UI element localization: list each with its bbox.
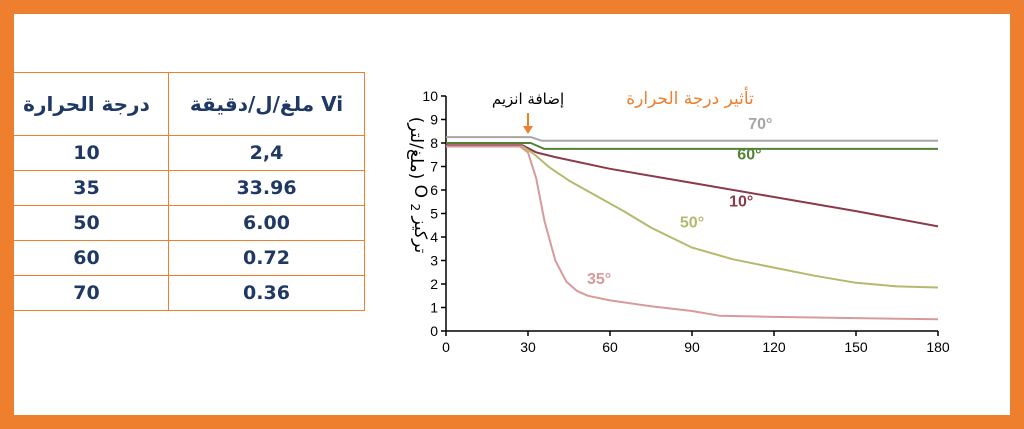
table-row: 35 33.96: [4, 170, 365, 206]
x-tick-label: 0: [442, 339, 450, 355]
cell-temperature: 70: [4, 275, 169, 311]
y-tick-label: 8: [430, 135, 438, 151]
x-tick-label: 150: [844, 339, 868, 355]
cell-rate: 6.00: [168, 205, 365, 241]
x-tick-label: 90: [684, 339, 700, 355]
series-label: 35°: [587, 271, 611, 288]
y-axis-label: تركيز O 2 (ملغ/لتر): [406, 117, 430, 254]
table-row: 50 6.00: [4, 205, 365, 241]
x-tick-label: 60: [602, 339, 618, 355]
series-line-10: [446, 144, 939, 228]
enzyme-annotation: إضافة انزيم: [492, 90, 564, 108]
cell-rate: 33.96: [168, 170, 365, 206]
chart-axes: 0 1 2 3 4 5 6 7 8 9 10 0 30 60 90 120 150 180: [422, 88, 949, 355]
y-tick-label: 9: [430, 112, 438, 128]
series-label: 10°: [729, 193, 753, 210]
y-tick-label: 3: [430, 253, 438, 269]
chart-labels: 70° 60° 10° 50° 35° إضافة انزيم: [492, 90, 773, 288]
y-tick-label: 2: [430, 276, 438, 292]
rate-table: درجة الحرارة Vi ملغ/ل/دقيقة 10 2,4 35 33…: [4, 72, 365, 311]
y-tick-label: 6: [430, 182, 438, 198]
chart-title: تأثير درجة الحرارة: [626, 86, 754, 109]
annotation-arrow-head: [523, 126, 533, 134]
y-tick-label: 4: [430, 229, 438, 245]
y-axis-label-subscript: 2: [408, 203, 422, 211]
y-tick-label: 0: [430, 323, 438, 339]
cell-rate: 0.36: [168, 275, 365, 311]
y-axis-label-prefix: تركيز: [410, 216, 430, 254]
y-axis-label-species: O: [410, 185, 430, 198]
header-temperature: درجة الحرارة: [4, 72, 169, 136]
svg-text:تركيز O 2: تركيز O 2 (ملغ/لتر): [406, 117, 430, 254]
series-line-50: [446, 145, 939, 289]
y-tick-label: 7: [430, 159, 438, 175]
series-label: 70°: [748, 116, 772, 133]
series-label: 60°: [737, 146, 761, 163]
y-axis-label-unit: (ملغ/لتر): [406, 117, 426, 179]
series-line-60: [446, 142, 938, 150]
cell-rate: 0.72: [168, 240, 365, 276]
table-row: 70 0.36: [4, 275, 365, 311]
y-tick-label: 1: [430, 300, 438, 316]
chart-lines: [446, 136, 939, 321]
y-tick-label: 10: [422, 88, 438, 104]
x-tick-label: 120: [762, 339, 786, 355]
y-tick-label: 5: [430, 206, 438, 222]
cell-temperature: 50: [4, 205, 169, 241]
series-label: 50°: [680, 215, 704, 232]
series-line-35: [446, 145, 939, 321]
series-line-70: [446, 136, 938, 142]
x-tick-label: 180: [926, 339, 950, 355]
x-tick-label: 30: [520, 339, 536, 355]
table-row: 60 0.72: [4, 240, 365, 276]
